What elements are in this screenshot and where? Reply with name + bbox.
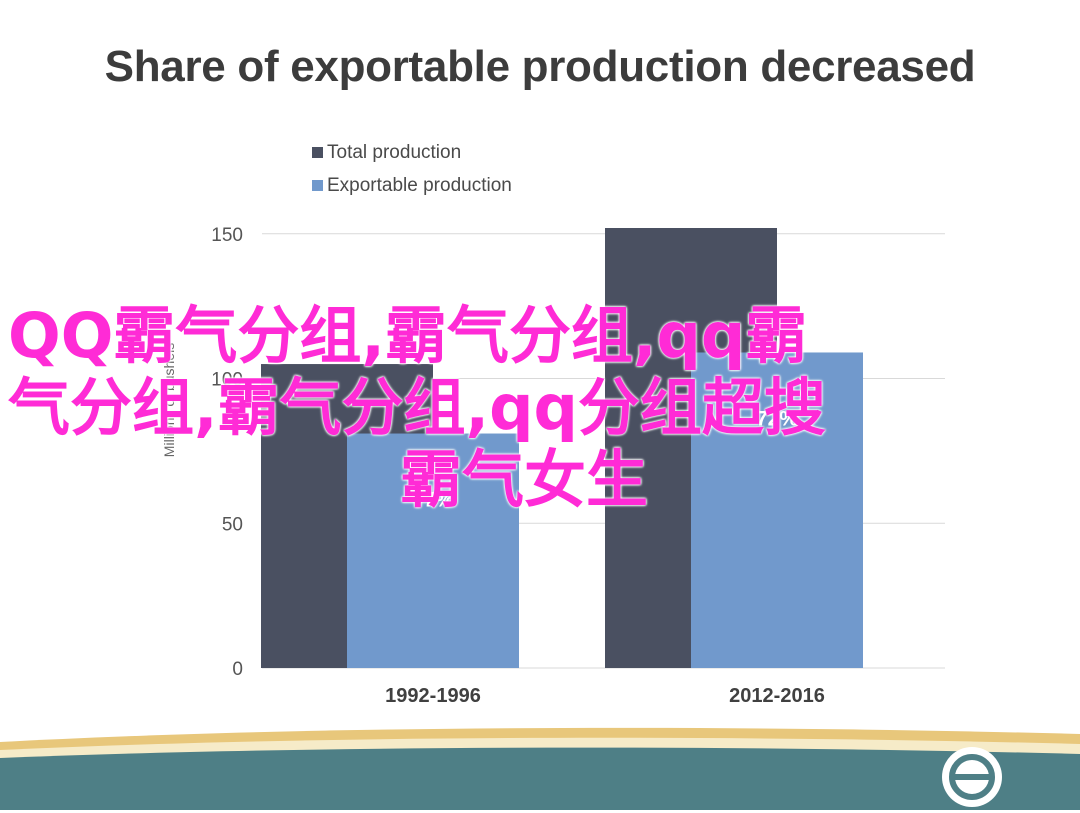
watermark-text: QQ霸气分组,霸气分组,qq霸 气分组,霸气分组,qq分组超搜 霸气女生 <box>8 300 948 516</box>
x-tick-label: 1992-1996 <box>385 685 481 707</box>
y-tick-label: 100 <box>211 370 243 391</box>
chart-title: Share of exportable production decreased <box>104 42 976 91</box>
y-tick-label: 0 <box>232 659 243 680</box>
bar-exportable-production <box>347 433 519 668</box>
y-tick-label: 150 <box>211 225 243 246</box>
bars <box>261 228 863 668</box>
legend-swatch <box>312 180 323 191</box>
legend: Total production Exportable production <box>312 142 512 196</box>
legend-label: Exportable production <box>327 175 512 196</box>
x-tick-label: 2012-2016 <box>729 685 825 707</box>
data-label: 77% <box>412 489 454 512</box>
circle-logo-icon <box>942 747 1002 807</box>
watermark-line-2: 气分组,霸气分组,qq分组超搜 <box>8 371 826 444</box>
legend-label: Total production <box>327 142 461 163</box>
footer-teal-band <box>0 747 1080 810</box>
labels: 0 50 100 150 Millions of bushels 77% 1992-1996… <box>161 225 825 707</box>
data-label: 72% <box>756 407 798 430</box>
y-axis-label: Millions of bushels <box>161 343 177 457</box>
footer-decoration <box>0 727 1080 810</box>
bar-exportable-production <box>691 352 863 668</box>
watermark-line-1: QQ霸气分组,霸气分组,qq霸 <box>8 299 808 372</box>
y-tick-label: 50 <box>222 514 243 535</box>
watermark-line-3: 霸气女生 <box>400 443 649 516</box>
legend-swatch <box>312 147 323 158</box>
